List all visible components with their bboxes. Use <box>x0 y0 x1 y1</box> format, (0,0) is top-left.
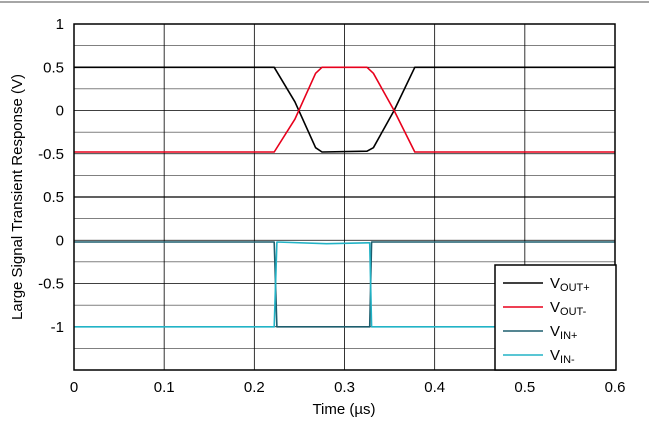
x-tick-label: 0.4 <box>424 379 445 396</box>
y-tick-label: -1 <box>51 319 64 336</box>
legend-label: VOUT- <box>550 299 587 318</box>
y-tick-labels: 1 0.5 0 -0.5 0.5 0 -0.5 -1 <box>38 16 64 336</box>
series-vin- <box>74 241 615 328</box>
x-tick-label: 0.6 <box>605 379 626 396</box>
x-tick-labels: 0 0.1 0.2 0.3 0.4 0.5 0.6 <box>70 379 626 396</box>
y-tick-label: -0.5 <box>38 276 64 293</box>
y-tick-label: 0.5 <box>43 59 64 76</box>
x-tick-label: 0.1 <box>154 379 175 396</box>
legend-label: VOUT+ <box>550 275 590 294</box>
series-layer <box>74 66 615 328</box>
x-tick-label: 0.3 <box>334 379 355 396</box>
plot-frame <box>73 23 616 371</box>
x-axis-label: Time (µs) <box>312 401 375 418</box>
y-tick-label: 0 <box>56 232 64 249</box>
y-tick-label: 1 <box>56 16 64 33</box>
series-vin- <box>74 241 615 328</box>
x-tick-label: 0.5 <box>514 379 535 396</box>
grid <box>74 24 615 370</box>
series-vout- <box>74 66 615 153</box>
legend-label: VIN+ <box>550 323 577 342</box>
y-tick-label: -0.5 <box>38 146 64 163</box>
series-vout- <box>74 66 615 153</box>
x-tick-label: 0 <box>70 379 78 396</box>
y-tick-label: 0.5 <box>43 189 64 206</box>
legend: VOUT+ VOUT- VIN+ VIN- <box>494 264 617 371</box>
legend-label: VIN- <box>550 347 575 366</box>
y-axis-label: Large Signal Transient Response (V) <box>9 74 26 320</box>
y-tick-label: 0 <box>56 103 64 120</box>
x-tick-label: 0.2 <box>244 379 265 396</box>
